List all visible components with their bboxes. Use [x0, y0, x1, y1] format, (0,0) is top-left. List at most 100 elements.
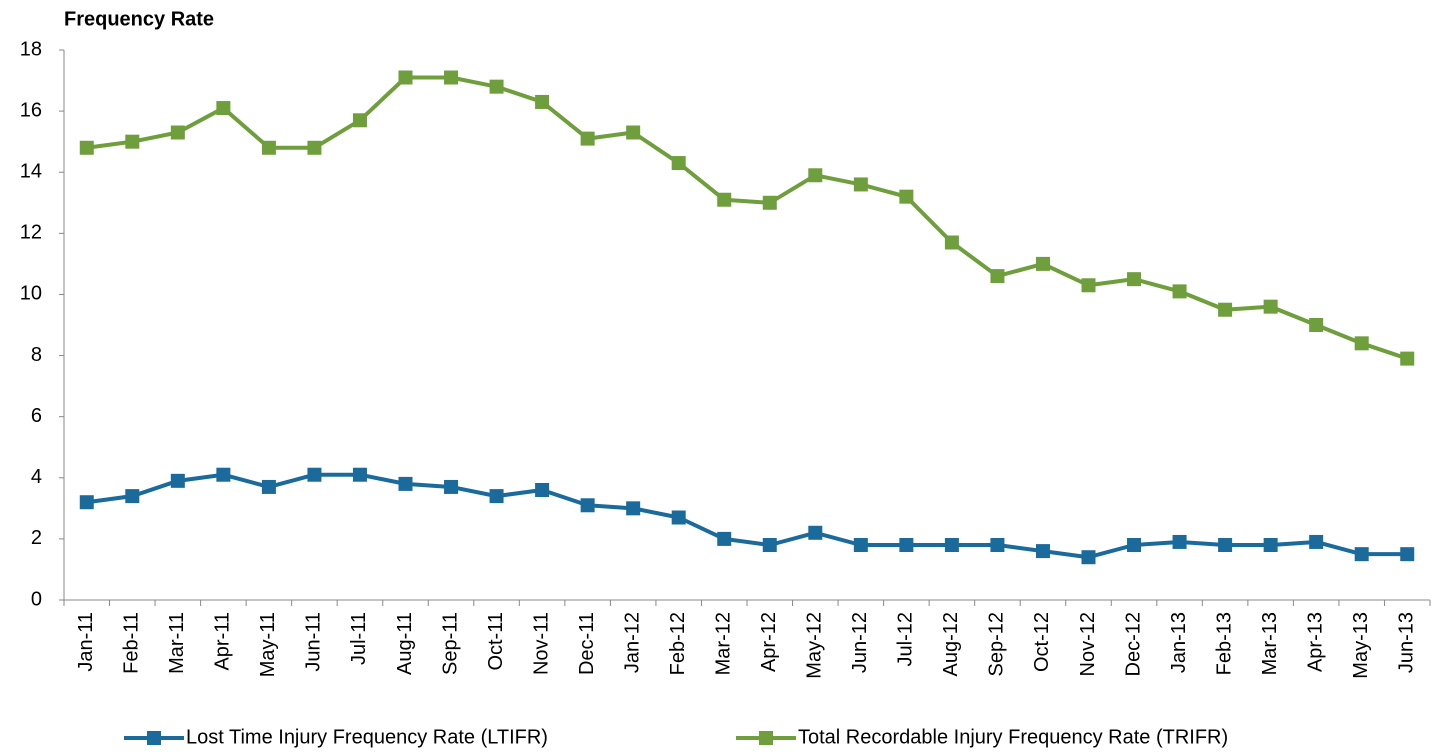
marker — [79, 495, 94, 510]
y-tick-label: 14 — [20, 161, 42, 183]
marker — [808, 525, 823, 540]
marker — [1035, 544, 1050, 559]
marker — [535, 483, 550, 497]
x-tick-label: Jun-11 — [303, 612, 325, 672]
marker — [762, 195, 777, 210]
x-tick-label: Apr-11 — [212, 612, 234, 671]
x-tick-label: Jan-11 — [75, 612, 97, 672]
series-line — [86, 472, 1408, 560]
y-tick-label: 0 — [31, 588, 42, 610]
marker — [944, 538, 959, 552]
legend-label: Lost Time Injury Frequency Rate (LTIFR) — [186, 726, 548, 748]
marker — [1354, 547, 1369, 562]
marker — [216, 101, 231, 116]
legend-marker — [759, 731, 773, 745]
x-tick-label: Apr-13 — [1304, 612, 1326, 672]
marker — [79, 140, 94, 155]
marker — [170, 125, 185, 140]
x-tick-label: Dec-12 — [1122, 612, 1144, 676]
marker — [170, 473, 185, 488]
marker — [899, 189, 914, 204]
marker — [1172, 284, 1187, 299]
legend-label: Total Recordable Injury Frequency Rate (… — [798, 726, 1228, 748]
marker — [261, 479, 276, 494]
marker — [626, 501, 641, 516]
marker — [944, 235, 959, 250]
y-tick-label: 16 — [20, 99, 42, 121]
x-tick-label: May-13 — [1350, 612, 1372, 679]
x-tick-label: Aug-11 — [394, 612, 416, 675]
marker — [1263, 538, 1278, 552]
x-tick-label: Oct-12 — [1031, 612, 1053, 672]
marker — [808, 168, 823, 183]
marker — [580, 498, 595, 513]
x-tick-label: Feb-11 — [121, 612, 143, 674]
x-tick-label: Aug-12 — [940, 612, 962, 677]
x-tick-label: Sep-11 — [439, 612, 461, 675]
x-tick-label: Jan-13 — [1168, 612, 1190, 673]
x-tick-label: May-12 — [804, 612, 826, 679]
marker — [535, 94, 550, 109]
marker — [444, 70, 459, 85]
marker — [1035, 256, 1050, 271]
x-tick-label: May-11 — [257, 612, 279, 677]
y-tick-label: 2 — [31, 527, 42, 549]
marker — [1127, 538, 1142, 552]
y-tick-label: 8 — [31, 344, 42, 366]
marker — [762, 538, 777, 552]
x-tick-label: Mar-12 — [713, 612, 735, 675]
marker — [1127, 272, 1142, 287]
x-tick-label: Oct-11 — [485, 612, 507, 671]
marker — [1354, 336, 1369, 351]
marker — [216, 467, 231, 482]
x-tick-label: Mar-11 — [166, 612, 188, 674]
marker — [352, 467, 367, 482]
marker — [899, 538, 914, 552]
legend-marker — [147, 731, 161, 745]
marker — [307, 140, 322, 155]
marker — [853, 177, 868, 192]
y-tick-label: 10 — [20, 283, 42, 305]
marker — [307, 467, 322, 482]
marker — [671, 510, 686, 525]
marker — [1218, 538, 1233, 552]
marker — [125, 489, 140, 504]
marker — [125, 134, 140, 149]
y-tick-label: 12 — [20, 222, 42, 244]
marker — [444, 479, 459, 494]
marker — [489, 79, 504, 94]
x-tick-label: Nov-12 — [1077, 612, 1099, 676]
marker — [717, 531, 732, 546]
marker — [1218, 302, 1233, 317]
marker — [489, 489, 504, 504]
marker — [1400, 351, 1415, 366]
marker — [1172, 534, 1187, 549]
chart-title: Frequency Rate — [64, 8, 214, 30]
y-tick-label: 4 — [31, 466, 42, 488]
x-tick-label: Sep-12 — [986, 612, 1008, 677]
marker — [398, 476, 413, 491]
marker — [1309, 318, 1324, 332]
y-tick-label: 6 — [31, 405, 42, 427]
marker — [261, 140, 276, 155]
marker — [990, 538, 1005, 552]
x-tick-label: Nov-11 — [530, 612, 552, 675]
marker — [1400, 547, 1415, 562]
marker — [1309, 534, 1324, 549]
marker — [853, 538, 868, 552]
x-tick-label: Apr-12 — [758, 612, 780, 672]
x-tick-label: Jun-12 — [849, 612, 871, 673]
marker — [1081, 278, 1096, 293]
marker — [580, 131, 595, 146]
x-tick-label: Mar-13 — [1259, 612, 1281, 675]
marker — [626, 125, 641, 140]
marker — [398, 70, 413, 85]
x-tick-label: Feb-12 — [667, 612, 689, 675]
series-line — [86, 75, 1408, 361]
marker — [1263, 299, 1278, 314]
x-tick-label: Dec-11 — [576, 612, 598, 675]
x-tick-label: Jan-12 — [621, 612, 643, 673]
x-tick-label: Jul-12 — [895, 612, 917, 666]
marker — [352, 113, 367, 128]
